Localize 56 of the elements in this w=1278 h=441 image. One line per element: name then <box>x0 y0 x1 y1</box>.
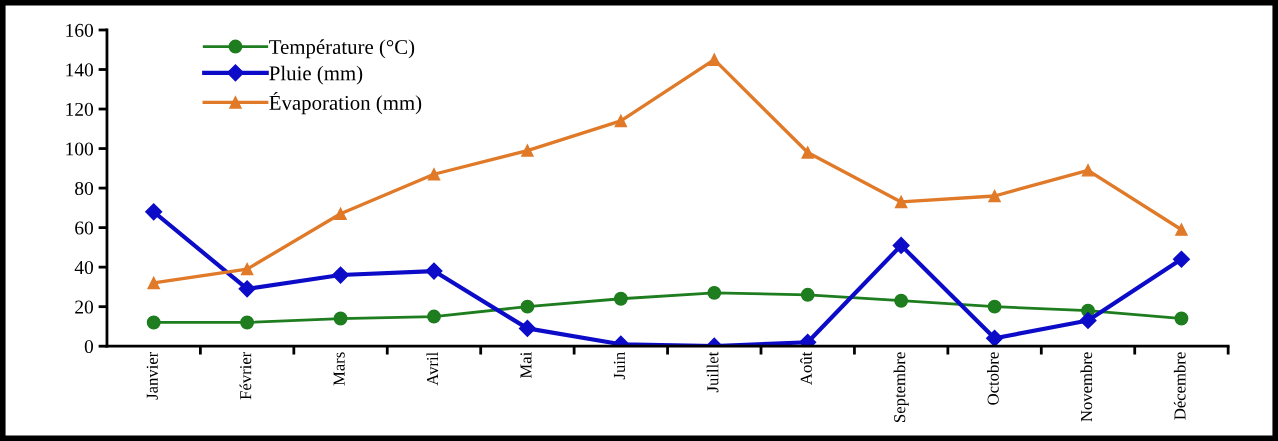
point <box>707 285 722 300</box>
x-tick-label: Mai <box>520 352 532 379</box>
point <box>240 262 254 276</box>
point <box>894 293 909 308</box>
point <box>518 319 536 337</box>
x-tick-label: Juin <box>613 351 626 380</box>
point <box>521 144 534 157</box>
point <box>801 146 814 159</box>
point <box>1174 311 1189 326</box>
point <box>334 207 347 221</box>
point <box>988 189 1001 203</box>
point <box>986 329 1004 347</box>
point <box>425 262 443 280</box>
y-tick-label: 100 <box>66 142 94 156</box>
y-tick-label: 140 <box>66 63 94 77</box>
x-tick-label: Octobre <box>987 352 999 405</box>
y-tick-label: 160 <box>66 23 94 37</box>
y-tick-label: 120 <box>66 102 94 116</box>
y-tick-label: 0 <box>84 340 94 354</box>
x-tick-label: Janvier <box>146 351 158 400</box>
point <box>614 114 628 128</box>
point <box>147 276 160 290</box>
x-tick-label: Juillet <box>706 351 719 393</box>
point <box>427 309 441 324</box>
x-tick-label: Août <box>800 351 812 385</box>
point <box>1175 223 1188 236</box>
x-tick-label: Novembre <box>1080 352 1093 422</box>
point <box>1172 250 1190 268</box>
point <box>1079 311 1097 330</box>
point <box>800 287 815 302</box>
x-tick-label: Décembre <box>1173 352 1186 420</box>
x-tick-label: Avril <box>426 352 439 386</box>
point <box>333 311 348 326</box>
legend-label: Évaporation (mm) <box>269 91 422 115</box>
y-tick-label: 80 <box>75 181 94 196</box>
point <box>331 266 350 284</box>
x-tick-label: Février <box>239 351 252 400</box>
y-tick-label: 40 <box>74 260 94 275</box>
point <box>240 315 255 330</box>
point <box>520 299 535 314</box>
point <box>708 53 721 66</box>
legend-label: Température (°C) <box>269 39 415 59</box>
point <box>892 236 910 254</box>
point <box>1081 164 1095 177</box>
y-tick-label: 60 <box>75 221 94 235</box>
point <box>145 203 163 221</box>
point <box>238 280 256 298</box>
legend-label: Pluie (mm) <box>269 65 363 85</box>
point <box>613 291 628 306</box>
y-tick-label: 20 <box>75 300 94 314</box>
point <box>427 168 441 181</box>
point <box>146 315 161 330</box>
point <box>894 195 908 209</box>
point <box>987 299 1002 314</box>
x-tick-label: Septembre <box>893 352 909 422</box>
x-tick-label: Mars <box>333 352 345 386</box>
